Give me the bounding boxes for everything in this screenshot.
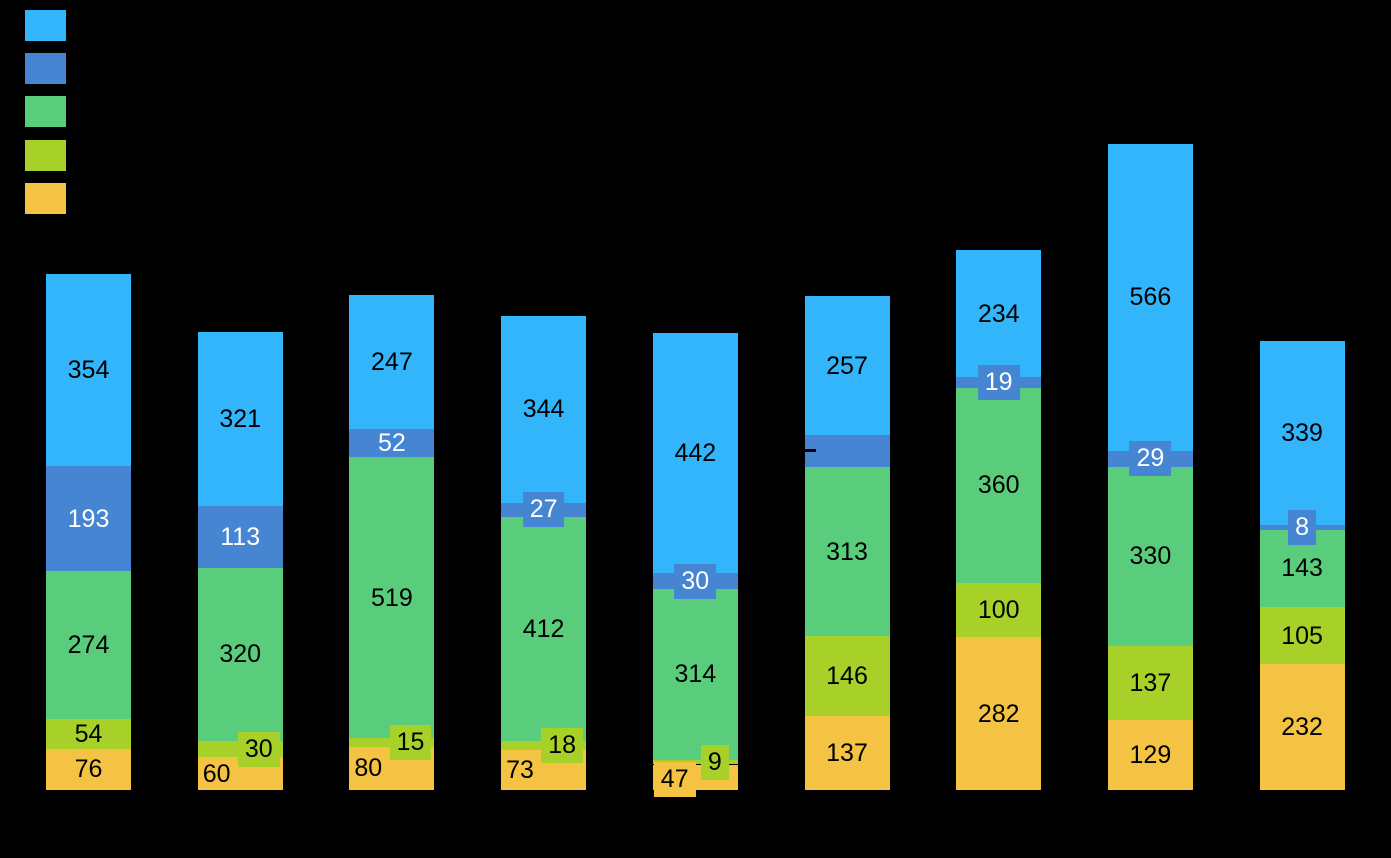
bar-6-lightblue-label: 257 [826,351,868,380]
bar-9-segment-lightblue [1259,341,1345,526]
bar-7-segment-lightblue [956,250,1042,378]
bar-3-green-label: 519 [371,583,413,612]
bar-2-blue-label: 113 [220,522,261,551]
bar-9-segment-yellowgreen [1259,607,1345,665]
legend-swatch-yellowgreen [25,139,66,171]
bar-5-lightblue-label: 442 [674,439,717,468]
bar-5-segment-green [652,589,738,760]
bar-4-lightblue-label: 344 [522,395,565,424]
bar-7-green-label: 360 [977,471,1020,500]
bar-9-yellowgreen-label: 105 [1281,621,1323,650]
bar-1-segment-green [46,570,131,720]
bar-8-orange-label: 129 [1129,741,1172,769]
bar-8-segment-orange [1107,720,1193,790]
bar-1-lightblue-label: 354 [67,356,110,385]
bar-7-segment-orange [956,637,1042,790]
bar-5-orange-label-box: 47 [653,761,696,797]
bar-9-orange-label: 232 [1281,713,1323,742]
bar-6-segment-yellowgreen [804,636,890,716]
bar-3-orange-label: 80 [354,754,383,783]
bar-6-orange-label: 137 [826,738,868,767]
bar-7: 282 100 360 19 234 [956,0,1042,858]
bar-3-segment-blue [349,428,435,457]
bar-6-segment-orange [804,715,890,790]
bar-7-segment-green [956,387,1042,583]
bar-7-yellowgreen-label: 100 [977,595,1020,624]
bar-1-segment-yellowgreen [46,719,131,749]
bar-3-blue-label: 52 [377,428,406,457]
bar-7-segment-yellowgreen [956,582,1042,638]
bar-8-lightblue-label: 566 [1129,283,1172,312]
bar-1-segment-lightblue [46,274,131,467]
bar-9-segment-orange [1259,664,1345,790]
bar-3-yellowgreen-label-box: 15 [389,725,432,761]
bar-2-green-label: 320 [219,640,262,669]
bar-9-blue-label-box: 8 [1288,509,1317,545]
bar-6-segment-green [804,466,890,637]
legend-swatch-blue [25,53,66,85]
bar-1-segment-orange [46,748,131,790]
bar-6-yellowgreen-label: 146 [826,662,868,691]
bar-4-segment-green [501,517,587,741]
bar-9-lightblue-label: 339 [1281,419,1323,448]
bar-7-blue-label-box: 19 [977,364,1020,400]
bar-2-segment-green [197,567,283,742]
bar-4-yellowgreen-label-box: 18 [541,728,584,764]
bar-6-green-label: 313 [826,537,868,566]
bar-8-segment-lightblue [1107,143,1193,451]
bar-2-orange-label: 60 [202,759,231,788]
bar-8-blue-label-box: 29 [1129,441,1172,477]
bar-1-orange-label: 76 [74,755,103,784]
bar-6-segment-blue [804,435,890,467]
bar-1-blue-label: 193 [67,504,110,533]
bar-9: 232 105 143 8 339 [1259,0,1345,858]
bar-4-segment-lightblue [501,315,587,503]
bar-7-orange-label: 282 [977,699,1020,728]
bar-6: 137 146 313 257 [802,0,890,858]
bar-3-segment-lightblue [349,294,435,429]
bar-1-green-label: 274 [67,631,110,660]
bar-1: 76 54 274 193 354 [46,0,131,858]
bar-4-green-label: 412 [522,614,565,643]
bar-8-yellowgreen-label: 137 [1129,668,1172,697]
bar-5-green-label: 314 [674,660,717,689]
bar-5: 47 9 314 30 442 [652,0,738,858]
legend-swatch-orange [25,182,66,214]
bar-5-blue-label-box: 30 [674,563,717,599]
bar-5-segment-lightblue [652,333,738,574]
bar-8-segment-yellowgreen [1107,645,1193,720]
legend-swatch-green [25,96,66,128]
bar-3: 80 15 519 52 247 [349,0,435,858]
bar-4-orange-label: 73 [506,756,534,785]
legend-swatch-lightblue [25,10,66,41]
bar-1-segment-blue [46,466,131,571]
bar-3-segment-green [349,456,435,739]
bar-6-blue-dash-marker [802,449,816,453]
bar-4: 73 18 412 27 344 [501,0,587,858]
bar-7-lightblue-label: 234 [977,299,1020,328]
bar-2-lightblue-label: 321 [219,405,262,434]
bar-2: 60 30 320 113 321 [197,0,283,858]
bar-9-green-label: 143 [1281,554,1323,583]
bar-8-segment-green [1107,466,1193,646]
bar-8: 129 137 330 29 566 [1107,0,1193,858]
bar-2-segment-lightblue [197,332,283,507]
bar-2-yellowgreen-label-box: 30 [237,731,280,767]
bar-2-segment-blue [197,506,283,568]
bar-8-green-label: 330 [1129,542,1172,571]
bar-1-yellowgreen-label: 54 [74,720,103,749]
bar-6-segment-lightblue [804,295,890,436]
bar-5-yellowgreen-label-box: 9 [700,744,729,780]
bar-4-blue-label-box: 27 [522,492,565,528]
bar-3-lightblue-label: 247 [371,347,413,376]
